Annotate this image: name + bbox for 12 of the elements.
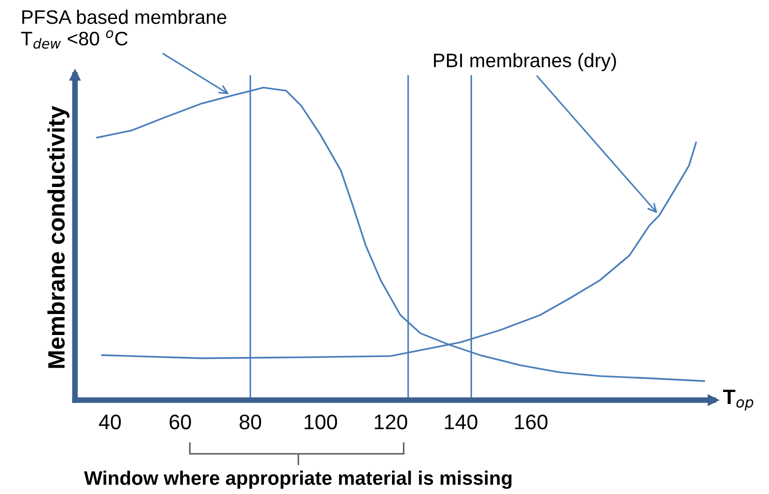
x-tick-label: 140: [444, 414, 478, 430]
annotation: PBI membranes (dry): [434, 53, 616, 72]
annotation: PFSA based membrane T$_{dew}$ <80 $^{o}$C: [21, 10, 226, 49]
x-axis-title: T$_{op}$: [723, 390, 754, 411]
x-tick-label: 80: [240, 414, 262, 430]
x-tick-label: 60: [170, 414, 191, 430]
y-axis-title: Membrane conductivity: [47, 106, 70, 368]
x-tick-label: 160: [515, 414, 548, 430]
x-tick-label: 120: [374, 414, 408, 430]
x-tick-label: 40: [98, 414, 121, 430]
x-tick-label: 100: [304, 414, 338, 430]
text: Window where appropriate material is missing: [84, 470, 512, 489]
